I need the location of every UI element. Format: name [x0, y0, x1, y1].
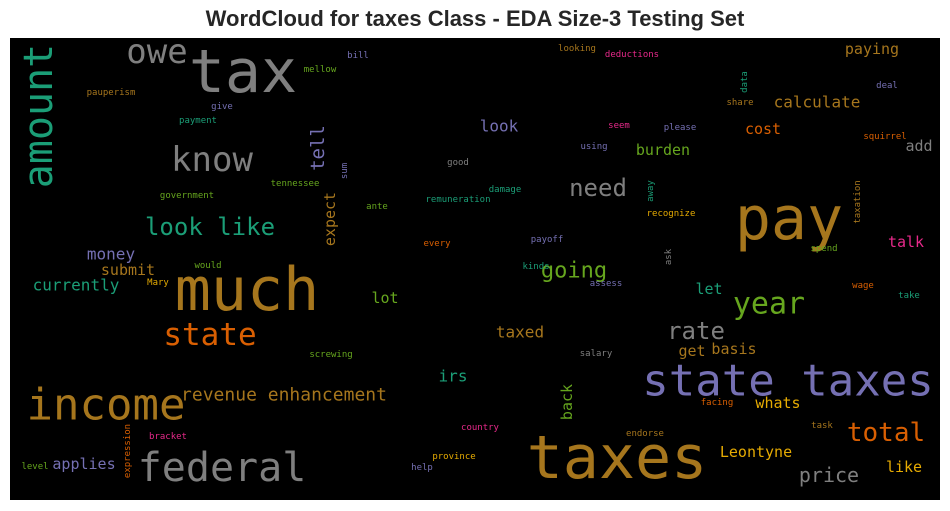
- word-help: help: [411, 463, 433, 473]
- word-look-like: look like: [145, 213, 275, 241]
- word-spend: spend: [810, 244, 837, 254]
- word-deal: deal: [876, 81, 898, 91]
- word-ask: ask: [664, 248, 674, 265]
- word-good: good: [447, 158, 469, 168]
- word-province: province: [432, 452, 475, 462]
- word-recognize: recognize: [647, 209, 696, 219]
- word-cloud-canvas: tax owe amount know pauperism mellow bill give p…: [10, 38, 940, 500]
- word-seem: seem: [608, 121, 630, 131]
- word-total: total: [847, 418, 925, 448]
- word-much: much: [175, 255, 320, 325]
- word-every: every: [423, 239, 451, 249]
- word-tennessee: tennessee: [271, 179, 320, 189]
- word-sum: sum: [340, 163, 350, 179]
- word-endorse: endorse: [626, 429, 664, 439]
- chart-title: WordCloud for taxes Class - EDA Size-3 T…: [205, 6, 745, 31]
- word-pauperism: pauperism: [87, 88, 136, 98]
- word-screwing: screwing: [309, 350, 352, 360]
- word-get: get: [678, 342, 705, 360]
- word-cost: cost: [745, 120, 781, 138]
- word-going: going: [541, 259, 607, 284]
- word-know: know: [171, 140, 253, 180]
- word-whats: whats: [755, 394, 800, 412]
- word-submit: submit: [101, 261, 155, 279]
- word-talk: talk: [888, 233, 924, 251]
- word-give: give: [211, 102, 233, 112]
- word-using: using: [580, 142, 607, 152]
- word-price: price: [799, 463, 859, 487]
- word-burden: burden: [636, 141, 690, 159]
- word-lot: lot: [371, 289, 398, 307]
- word-ante: ante: [366, 202, 388, 212]
- word-kinds: kinds: [522, 262, 549, 272]
- word-year: year: [733, 287, 805, 322]
- word-paying: paying: [845, 40, 899, 58]
- word-away: away: [646, 180, 656, 202]
- word-leontyne: Leontyne: [720, 443, 792, 461]
- word-country: country: [461, 423, 500, 433]
- word-would: would: [194, 261, 221, 271]
- word-mary: Mary: [147, 278, 169, 288]
- word-owe: owe: [126, 38, 187, 72]
- word-salary: salary: [580, 349, 613, 359]
- word-income: income: [27, 380, 186, 431]
- word-state: state: [163, 317, 256, 353]
- word-currently: currently: [33, 276, 120, 295]
- word-tell: tell: [307, 125, 329, 171]
- word-basis: basis: [711, 340, 756, 358]
- word-looking: looking: [558, 44, 596, 54]
- word-squirrel: squirrel: [863, 132, 906, 142]
- word-payoff: payoff: [531, 235, 564, 245]
- word-look: look: [480, 117, 519, 136]
- word-wage: wage: [852, 281, 874, 291]
- word-taxed: taxed: [496, 323, 544, 342]
- word-like: like: [886, 458, 922, 476]
- word-calculate: calculate: [774, 93, 861, 112]
- word-government: government: [160, 191, 214, 201]
- word-tax: tax: [189, 38, 297, 107]
- word-amount: amount: [16, 44, 62, 189]
- word-federal: federal: [138, 445, 307, 491]
- word-bill: bill: [347, 51, 369, 61]
- word-taxes: taxes: [527, 423, 708, 493]
- word-irs: irs: [439, 367, 468, 386]
- word-money: money: [87, 245, 136, 264]
- word-facing: facing: [701, 398, 734, 408]
- word-remuneration: remuneration: [425, 195, 490, 205]
- word-expression: expression: [123, 424, 133, 478]
- word-please: please: [664, 123, 697, 133]
- word-add: add: [905, 137, 932, 155]
- word-task: task: [811, 421, 833, 431]
- word-state-taxes: state taxes: [642, 356, 933, 407]
- word-bracket: bracket: [149, 432, 187, 442]
- word-applies: applies: [52, 455, 115, 473]
- word-need: need: [569, 174, 627, 202]
- word-mellow: mellow: [304, 65, 337, 75]
- word-revenue-enhancement: revenue enhancement: [181, 385, 387, 406]
- word-level: level: [21, 462, 48, 472]
- word-payment: payment: [179, 116, 217, 126]
- word-expect: expect: [321, 192, 339, 246]
- word-taxation: taxation: [853, 180, 863, 223]
- word-pay: pay: [735, 184, 843, 254]
- word-back: back: [558, 384, 576, 420]
- word-assess: assess: [590, 279, 623, 289]
- word-damage: damage: [489, 185, 522, 195]
- word-deductions: deductions: [605, 50, 659, 60]
- word-data: data: [740, 71, 750, 93]
- word-rate: rate: [667, 317, 725, 345]
- word-let: let: [695, 280, 722, 298]
- word-take: take: [898, 291, 920, 301]
- word-share: share: [726, 98, 753, 108]
